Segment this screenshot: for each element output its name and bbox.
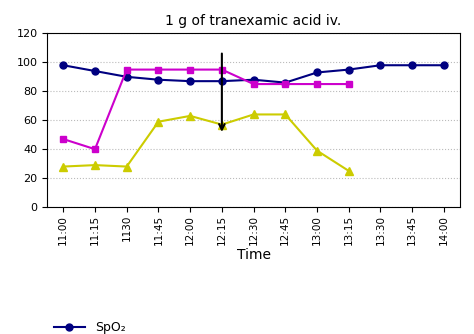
X-axis label: Time: Time	[237, 247, 271, 262]
Legend: SpO₂, FiO₂, Peak pressure: SpO₂, FiO₂, Peak pressure	[54, 321, 182, 334]
Title: 1 g of tranexamic acid iv.: 1 g of tranexamic acid iv.	[165, 14, 342, 28]
